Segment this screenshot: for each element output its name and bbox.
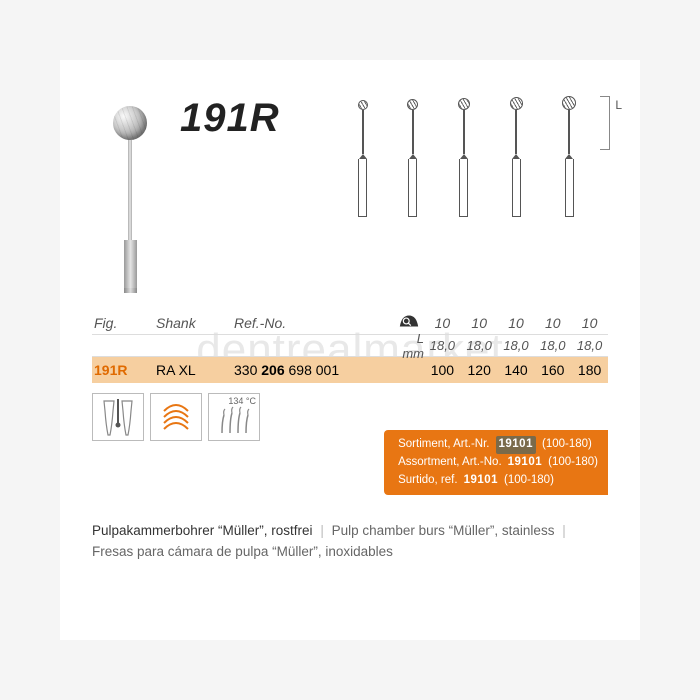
- bur-ball-photo: [113, 106, 147, 140]
- lmm-val: 18,0: [571, 338, 608, 353]
- size-val: 120: [461, 362, 498, 378]
- autoclave-icon: 134 °C: [208, 393, 260, 441]
- zoom-val: 10: [424, 315, 461, 331]
- desc-en: Pulp chamber burs “Müller”, stainless: [332, 523, 555, 538]
- lmm-val: 18,0: [534, 338, 571, 353]
- size-val: 180: [571, 362, 608, 378]
- lmm-val: 18,0: [424, 338, 461, 353]
- size-val: 160: [534, 362, 571, 378]
- model-number: 191R: [180, 96, 338, 141]
- lmm-val: 18,0: [461, 338, 498, 353]
- col-ref-header: Ref.-No.: [234, 315, 394, 331]
- length-bracket: [600, 96, 610, 150]
- size-val: 140: [498, 362, 535, 378]
- product-photo: [92, 96, 168, 293]
- ref-part-bold: 206: [261, 362, 284, 378]
- feature-icons: 134 °C: [92, 393, 608, 441]
- product-card: dentrealmarket 191R L: [60, 60, 640, 640]
- zoom-val: 10: [534, 315, 571, 331]
- top-row: 191R L: [92, 96, 608, 293]
- col-shank-header: Shank: [156, 315, 234, 331]
- table-lmm-row: L mm 18,0 18,0 18,0 18,0 18,0: [92, 335, 608, 357]
- zoom-val: 10: [498, 315, 535, 331]
- bur-schematic: [562, 96, 576, 217]
- zoom-val: 10: [461, 315, 498, 331]
- table-data-row: 191R RA XL 330 206 698 001 100 120 140 1…: [92, 357, 608, 383]
- size-val: 100: [424, 362, 461, 378]
- lmm-label: L mm: [394, 331, 424, 361]
- autoclave-temp: 134 °C: [228, 396, 256, 406]
- description: Pulpakammerbohrer “Müller”, rostfrei | P…: [92, 521, 608, 563]
- zoom-val: 10: [571, 315, 608, 331]
- separator: |: [558, 523, 570, 538]
- bur-schematic: [458, 98, 470, 217]
- zoom-icon: [394, 313, 424, 332]
- table-header-row: Fig. Shank Ref.-No. 10 10 10 10 10: [92, 311, 608, 335]
- col-fig-header: Fig.: [92, 315, 156, 331]
- length-label: L: [615, 98, 622, 112]
- separator: |: [316, 523, 328, 538]
- shank-value: RA XL: [156, 362, 234, 378]
- bur-size-diagram: L: [338, 96, 608, 217]
- desc-es: Fresas para cámara de pulpa “Müller”, in…: [92, 544, 393, 559]
- tooth-root-icon: [92, 393, 144, 441]
- spec-table: Fig. Shank Ref.-No. 10 10 10 10 10 L mm …: [92, 311, 608, 383]
- ref-value: 330 206 698 001: [234, 362, 394, 378]
- ref-part: 330: [234, 362, 257, 378]
- lmm-val: 18,0: [498, 338, 535, 353]
- ref-part: 698 001: [289, 362, 340, 378]
- fig-value: 191R: [92, 362, 156, 378]
- bur-schematic: [510, 97, 523, 217]
- bur-schematic: [407, 99, 418, 217]
- desc-de: Pulpakammerbohrer “Müller”, rostfrei: [92, 523, 313, 538]
- content: 191R L: [92, 96, 608, 563]
- vibration-icon: [150, 393, 202, 441]
- bur-schematic: [358, 100, 368, 217]
